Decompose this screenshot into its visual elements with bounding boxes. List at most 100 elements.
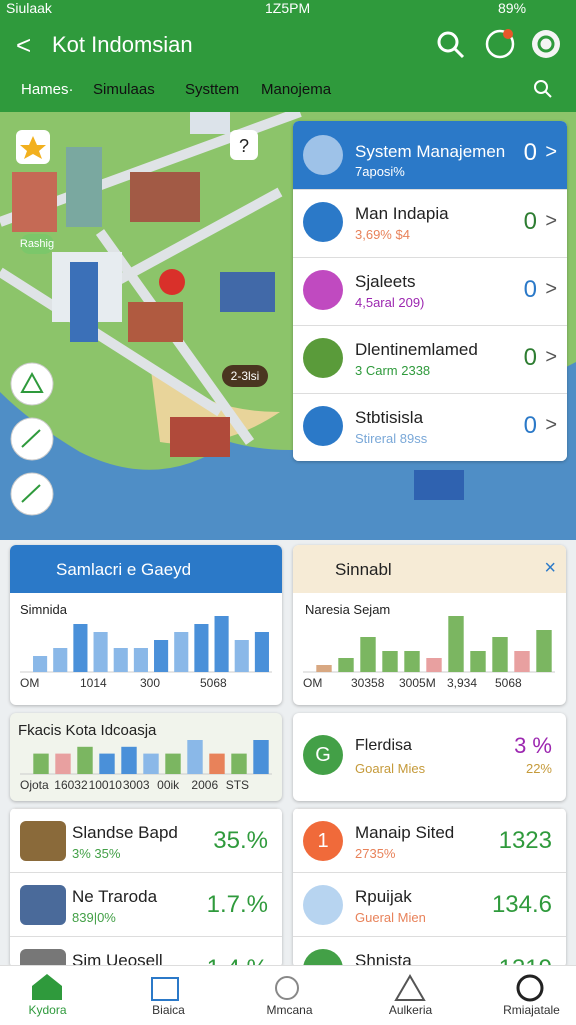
panel-row[interactable]: Man Indapia 3,69% $4 0 >: [293, 189, 567, 257]
chevron: >: [545, 278, 557, 300]
x-tick-label: 30358: [351, 676, 385, 690]
row-value: 1.4 %: [207, 955, 268, 968]
bar: [404, 651, 420, 672]
tab[interactable]: Systtem: [185, 81, 240, 98]
bar: [382, 651, 398, 672]
row-detail: 3,69% $4: [355, 227, 410, 242]
row-icon: [303, 949, 343, 968]
row-icon: [20, 821, 66, 861]
header-icons[interactable]: [434, 26, 574, 66]
row-detail: 3% 35%: [72, 846, 121, 861]
back-button[interactable]: <: [16, 30, 32, 60]
tab[interactable]: Manojema: [261, 81, 332, 98]
bar: [448, 616, 464, 672]
stat-card[interactable]: G Flerdisa Goaral Mies 3 % 22%: [293, 713, 566, 801]
nav-icons: [32, 974, 544, 1002]
search-icon[interactable]: [532, 78, 554, 100]
chart-title: Simnida: [20, 602, 67, 617]
stat-title: Flerdisa: [355, 737, 412, 754]
list-row[interactable]: Shnista 1319: [293, 936, 566, 968]
list-row[interactable]: Slandse Bapd 3% 35% 35.%: [10, 808, 282, 872]
row-count: 0: [523, 412, 537, 439]
nav-item[interactable]: Mmcana: [266, 1003, 313, 1017]
tab[interactable]: Simulaas: [93, 81, 155, 98]
bar: [53, 648, 68, 672]
panel-subtitle: 7aposi%: [355, 164, 405, 179]
row-icon: [303, 338, 343, 378]
row-icon: [20, 885, 66, 925]
bar: [165, 753, 181, 774]
row-title: Ne Traroda: [72, 887, 158, 906]
row-count: 0: [523, 276, 537, 303]
row-value: 134.6: [491, 891, 552, 918]
panel-title: System Manajemen: [355, 142, 506, 161]
app-header: Siulaak 1Z5PM 89% < Kot Indomsian Hames·…: [0, 0, 576, 112]
row-title: Dlentinemlamed: [355, 340, 478, 359]
tab[interactable]: Hames·: [21, 81, 74, 98]
nav-item[interactable]: Kydora: [28, 1003, 67, 1017]
row-icon: [303, 270, 343, 310]
list-row[interactable]: Ne Traroda 839|0% 1.7.%: [10, 872, 282, 936]
map-label: ?: [239, 136, 249, 156]
panel-count: 0: [523, 139, 537, 166]
bar: [231, 753, 247, 774]
bar: [360, 637, 376, 672]
row-value: 1.7.%: [206, 891, 268, 918]
row-detail: Stireral 89ss: [355, 431, 428, 446]
bar: [154, 640, 169, 672]
page-title: Kot Indomsian: [52, 32, 193, 57]
chart-card[interactable]: Fkacis Kota Idcoasja Ojota 16032 10010 3003…: [10, 713, 282, 801]
row-title: Manaip Sited: [355, 823, 455, 842]
bar: [492, 637, 508, 672]
bar: [214, 616, 229, 672]
nav-item[interactable]: Biaica: [152, 1003, 185, 1017]
bar: [33, 753, 49, 774]
bar: [121, 746, 137, 774]
x-tick-label: 5068: [495, 676, 522, 690]
x-labels: Ojota 16032 10010 3003 00ik 2006 STS: [20, 778, 272, 792]
chevron: >: [545, 414, 557, 436]
chart-card[interactable]: Sinnabl × Naresia Sejam OM 30358 3005M 3,93…: [293, 545, 566, 705]
row-count: 0: [523, 344, 537, 371]
bar: [187, 740, 203, 774]
chart-card[interactable]: Samlacri e Gaeyd Simnida OM 1014 300 5068: [10, 545, 282, 705]
list-row[interactable]: 1 Manaip Sited 2735% 1323: [293, 808, 566, 872]
row-title: Sim Ueosell: [72, 951, 163, 968]
list-row[interactable]: Rpuijak Gueral Mien 134.6: [293, 872, 566, 936]
x-tick-label: 3003: [122, 778, 150, 792]
bar: [133, 648, 148, 672]
row-icon: [303, 406, 343, 446]
row-icon: [303, 885, 343, 925]
x-tick-label: STS: [225, 778, 250, 792]
x-tick-label: 1014: [80, 676, 107, 690]
panel-row[interactable]: Sjaleets 4,5aral 209) 0 >: [293, 257, 567, 325]
bar: [33, 656, 48, 672]
bar: [174, 632, 189, 672]
list-left: Slandse Bapd 3% 35% 35.% Ne Traroda 839|0% 1.…: [10, 808, 282, 968]
chevron: >: [545, 346, 557, 368]
card-title: Fkacis Kota Idcoasja: [18, 722, 157, 739]
bar: [143, 753, 159, 774]
battery: 89%: [498, 0, 527, 16]
list-right: 1 Manaip Sited 2735% 1323 Rpuijak Gueral Mien…: [293, 808, 566, 968]
panel-header[interactable]: System Manajemen 7aposi% 0 >: [293, 121, 567, 189]
bar: [254, 632, 269, 672]
stat-sub-value: 22%: [525, 761, 552, 776]
list-row[interactable]: Sim Ueosell 1.4 %: [10, 936, 282, 968]
nav-item[interactable]: Aulkeria: [388, 1003, 433, 1017]
map-label: Rashig: [20, 238, 54, 250]
nav-item[interactable]: Rmiajatale: [503, 1003, 560, 1017]
close-button[interactable]: ×: [544, 557, 556, 579]
chevron: >: [545, 210, 557, 232]
card-title: Sinnabl: [335, 560, 392, 579]
bar: [73, 624, 88, 672]
x-tick-label: 3005M: [399, 676, 436, 690]
bar: [93, 632, 108, 672]
panel-row[interactable]: Stbtisisla Stireral 89ss 0 >: [293, 393, 567, 461]
bar: [316, 665, 332, 672]
x-labels: OM 1014 300 5068: [20, 676, 272, 692]
card-header: Samlacri e Gaeyd: [10, 545, 282, 593]
panel-row[interactable]: Dlentinemlamed 3 Carm 2338 0 >: [293, 325, 567, 393]
card-title: Samlacri e Gaeyd: [56, 560, 192, 579]
